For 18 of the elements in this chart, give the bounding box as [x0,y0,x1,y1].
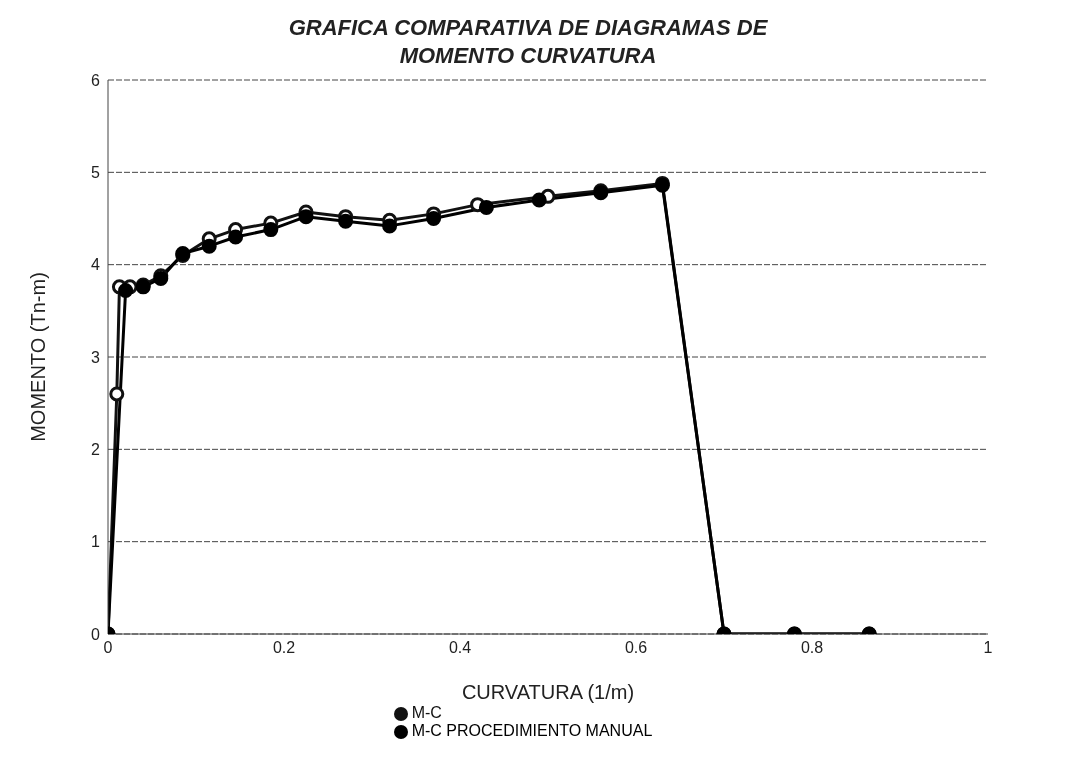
y-tick-label: 6 [91,71,101,89]
x-tick-label: 0.4 [448,639,472,657]
y-axis-title: MOMENTO (Tn-m) [27,272,50,442]
y-tick-label: 2 [91,441,101,459]
x-tick-label: 0.6 [624,639,648,657]
legend-label: M-C [411,704,442,721]
legend-label: M-C PROCEDIMIENTO MANUAL [411,722,653,739]
y-tick-label: 1 [91,533,101,551]
x-tick-label: 0.8 [800,639,824,657]
chart-title: GRAFICA COMPARATIVA DE DIAGRAMAS DE MOMENTO CURVATURA [287,14,769,70]
x-axis-title: CURVATURA (1/m) [461,681,635,703]
y-tick-label: 3 [91,348,101,366]
y-tick-label: 4 [91,256,101,274]
y-tick-label: 5 [91,164,101,182]
y-tick-label: 0 [91,625,101,643]
x-tick-label: 0 [103,639,113,657]
x-tick-label: 1 [983,639,993,657]
x-tick-label: 0.2 [272,639,296,657]
